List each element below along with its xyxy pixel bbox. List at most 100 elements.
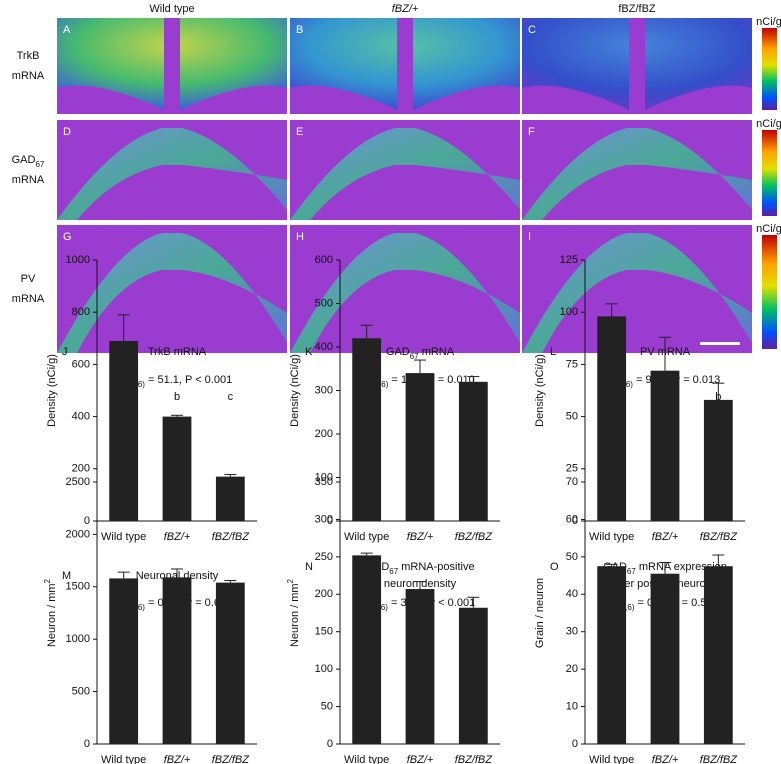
bar bbox=[703, 399, 733, 521]
bar bbox=[597, 316, 627, 521]
y-axis-label-part: 2 bbox=[286, 578, 295, 583]
panel-letter: B bbox=[296, 24, 303, 36]
x-tick-label: fBZ/fBZ bbox=[212, 531, 251, 543]
error-bar bbox=[712, 554, 725, 567]
scale-bar bbox=[700, 342, 740, 345]
significance-letter: c bbox=[228, 391, 234, 403]
y-tick-label: 0 bbox=[572, 515, 578, 527]
y-axis-label-part: Grain / neuron bbox=[534, 578, 546, 648]
cortex bbox=[57, 128, 287, 220]
error-bar bbox=[360, 552, 373, 556]
y-tick-label: 250 bbox=[315, 551, 333, 563]
panel-letter: E bbox=[296, 126, 303, 138]
y-tick-label: 1000 bbox=[66, 633, 90, 645]
row-label: mRNA bbox=[12, 174, 45, 186]
chart-letter: J bbox=[62, 346, 68, 358]
significance-letter: b bbox=[174, 391, 180, 403]
cortex bbox=[522, 233, 752, 353]
error-bar bbox=[117, 571, 130, 579]
x-tick-label: fBZ/+ bbox=[652, 531, 679, 543]
cortex bbox=[57, 18, 287, 110]
y-tick-label: 600 bbox=[315, 254, 333, 266]
y-axis-label: Density (nCi/g) bbox=[289, 354, 301, 427]
y-tick-label: 500 bbox=[315, 297, 333, 309]
chart-title-part: mRNA-positive bbox=[398, 561, 474, 573]
row-label-part: mRNA bbox=[12, 174, 45, 186]
chart-title-part: mRNA bbox=[419, 346, 455, 358]
y-axis-label: Neuron / mm2 bbox=[43, 578, 58, 647]
bar bbox=[162, 416, 192, 521]
error-bar bbox=[659, 336, 671, 371]
cortex bbox=[522, 128, 752, 220]
stat-text: F(2,6) = 51.1, P < 0.001 bbox=[122, 374, 232, 389]
row-label: mRNA bbox=[12, 70, 45, 82]
row-label: PV bbox=[21, 273, 36, 285]
y-tick-label: 60 bbox=[566, 513, 578, 525]
y-tick-label: 1500 bbox=[66, 581, 90, 593]
y-tick-label: 0 bbox=[327, 515, 333, 527]
y-tick-label: 600 bbox=[72, 358, 90, 370]
chart-letter: O bbox=[550, 561, 559, 573]
error-bar bbox=[712, 382, 725, 400]
chart-title-part: 67 bbox=[389, 567, 398, 576]
row-label-part: mRNA bbox=[12, 70, 45, 82]
y-tick-label: 800 bbox=[72, 306, 90, 318]
x-tick-label: Wild type bbox=[589, 754, 634, 764]
chart-letter: M bbox=[62, 570, 71, 582]
x-tick-label: Wild type bbox=[589, 531, 634, 543]
y-tick-label: 40 bbox=[566, 588, 578, 600]
y-axis-label: Grain / neuron bbox=[534, 578, 546, 648]
error-bar bbox=[224, 474, 237, 477]
x-tick-label: fBZ/fBZ bbox=[212, 754, 251, 764]
y-tick-label: 50 bbox=[566, 411, 578, 423]
row-label-part: mRNA bbox=[12, 293, 45, 305]
row-label-part: PV bbox=[21, 273, 36, 285]
x-tick-label: fBZ/fBZ bbox=[455, 531, 494, 543]
y-tick-label: 20 bbox=[566, 663, 578, 675]
row-label: mRNA bbox=[12, 293, 45, 305]
error-bar bbox=[171, 568, 183, 578]
y-tick-label: 2500 bbox=[66, 476, 90, 488]
row-label: TrkB bbox=[17, 50, 40, 62]
bar bbox=[352, 338, 382, 521]
y-axis-label-part: Neuron / mm bbox=[289, 583, 301, 647]
bar bbox=[215, 582, 245, 744]
bar bbox=[458, 381, 488, 521]
y-tick-label: 0 bbox=[84, 738, 90, 750]
error-bar bbox=[605, 303, 618, 317]
error-bar bbox=[605, 563, 618, 567]
colorbar bbox=[762, 235, 777, 349]
error-bar bbox=[171, 414, 183, 417]
cortex bbox=[522, 18, 752, 110]
error-bar bbox=[414, 581, 426, 590]
chart-title-part: 67 bbox=[410, 352, 419, 361]
y-tick-label: 75 bbox=[566, 358, 578, 370]
y-tick-label: 400 bbox=[315, 341, 333, 353]
panel-letter: A bbox=[63, 24, 71, 36]
y-tick-label: 150 bbox=[315, 626, 333, 638]
x-tick-label: Wild type bbox=[344, 531, 389, 543]
y-tick-label: 500 bbox=[72, 686, 90, 698]
error-bar bbox=[467, 376, 480, 382]
y-axis-label-part: Density (nCi/g) bbox=[534, 354, 546, 427]
y-tick-label: 100 bbox=[315, 663, 333, 675]
bar bbox=[703, 566, 733, 744]
bar bbox=[405, 589, 435, 744]
panel-letter: F bbox=[528, 126, 535, 138]
cortex bbox=[57, 233, 287, 353]
colorbar bbox=[762, 28, 777, 110]
stat-text-part: (2,6) bbox=[618, 603, 635, 612]
bar bbox=[162, 577, 192, 744]
y-tick-label: 350 bbox=[315, 476, 333, 488]
x-tick-label: Wild type bbox=[344, 754, 389, 764]
y-tick-label: 10 bbox=[566, 700, 578, 712]
bar bbox=[650, 370, 680, 521]
y-axis-label-part: 2 bbox=[43, 578, 52, 583]
x-tick-label: fBZ/+ bbox=[164, 754, 191, 764]
y-tick-label: 400 bbox=[72, 411, 90, 423]
bar bbox=[650, 573, 680, 744]
cortex bbox=[290, 18, 520, 110]
row-label-part: GAD bbox=[12, 154, 36, 166]
y-tick-label: 300 bbox=[315, 513, 333, 525]
